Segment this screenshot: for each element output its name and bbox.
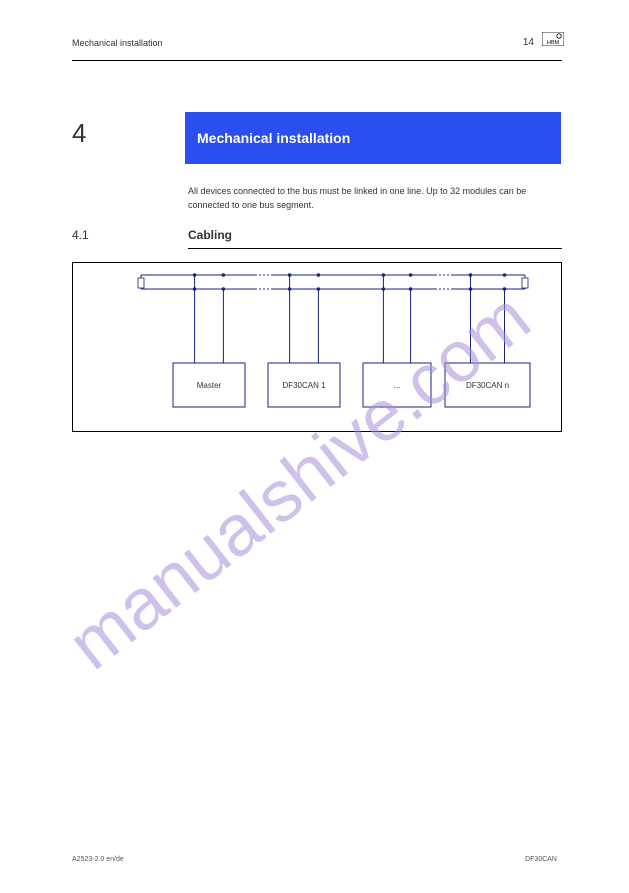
header-rule [72,60,562,61]
section-title-box: Mechanical installation [185,112,561,164]
section-number: 4 [72,118,86,149]
svg-text:DF30CAN n: DF30CAN n [466,381,509,390]
page-number: 14 [523,37,534,48]
paragraph-1: All devices connected to the bus must be… [188,185,560,212]
subsection-rule [188,248,562,249]
section-title: Mechanical installation [197,130,350,146]
subsection-number: 4.1 [72,228,89,242]
logo-text: HBM [547,40,560,46]
header-title: Mechanical installation [72,38,163,48]
header: Mechanical installation 14 HBM [72,38,562,52]
bus-diagram: Master DF30CAN 1... DF30CAN n [72,262,562,432]
svg-text:Master: Master [197,381,222,390]
footer-right: DF30CAN [525,856,557,863]
page: Mechanical installation 14 HBM 4 Mechani… [0,0,629,893]
svg-text:...: ... [394,381,401,390]
hbm-logo-icon: HBM [542,32,564,51]
svg-text:DF30CAN 1: DF30CAN 1 [282,381,326,390]
footer-left: A2523-2.0 en/de [72,856,124,863]
subsection-title: Cabling [188,228,232,242]
